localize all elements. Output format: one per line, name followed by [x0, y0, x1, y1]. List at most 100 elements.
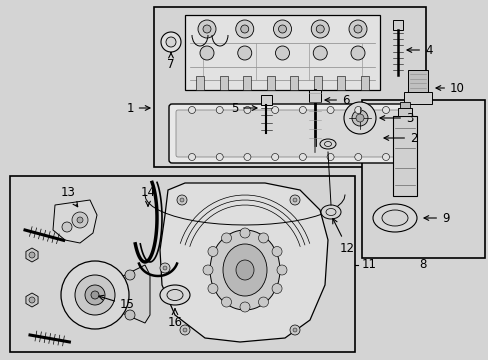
Circle shape — [271, 284, 282, 293]
Circle shape — [382, 153, 389, 161]
Circle shape — [91, 291, 99, 299]
Circle shape — [61, 261, 129, 329]
Bar — [397, 108, 411, 116]
Circle shape — [240, 302, 249, 312]
Circle shape — [292, 198, 296, 202]
Circle shape — [278, 25, 286, 33]
Circle shape — [163, 266, 167, 270]
Circle shape — [348, 20, 366, 38]
Circle shape — [203, 25, 210, 33]
Bar — [184, 15, 379, 90]
Circle shape — [273, 20, 291, 38]
Circle shape — [221, 297, 231, 307]
Text: 6: 6 — [325, 94, 349, 107]
Text: 7: 7 — [167, 53, 174, 72]
Circle shape — [72, 212, 88, 228]
Circle shape — [289, 325, 299, 335]
Circle shape — [29, 252, 35, 258]
Circle shape — [180, 198, 183, 202]
Ellipse shape — [167, 289, 183, 301]
Circle shape — [271, 107, 278, 113]
Circle shape — [188, 153, 195, 161]
Circle shape — [343, 102, 375, 134]
Circle shape — [354, 107, 361, 113]
Polygon shape — [26, 293, 38, 307]
Circle shape — [221, 233, 231, 243]
Text: 16: 16 — [167, 316, 182, 329]
Circle shape — [216, 153, 223, 161]
Circle shape — [125, 310, 135, 320]
Circle shape — [289, 195, 299, 205]
Circle shape — [326, 153, 333, 161]
Bar — [407, 70, 427, 92]
Ellipse shape — [236, 260, 253, 280]
Bar — [196, 76, 203, 90]
Circle shape — [183, 328, 186, 332]
Bar — [361, 100, 484, 258]
Bar — [219, 76, 227, 90]
Bar — [290, 76, 298, 90]
Circle shape — [316, 25, 324, 33]
Circle shape — [207, 247, 218, 256]
Circle shape — [235, 20, 253, 38]
Circle shape — [353, 25, 361, 33]
Bar — [403, 92, 431, 104]
Circle shape — [313, 46, 326, 60]
Circle shape — [200, 46, 214, 60]
Bar — [243, 76, 251, 90]
Circle shape — [165, 37, 176, 47]
Bar — [360, 76, 368, 90]
Text: 8: 8 — [418, 258, 426, 271]
Text: 4: 4 — [406, 44, 431, 57]
Circle shape — [271, 247, 282, 256]
Circle shape — [355, 114, 363, 122]
Circle shape — [311, 20, 328, 38]
Circle shape — [77, 217, 83, 223]
Bar — [399, 102, 409, 108]
Circle shape — [382, 107, 389, 113]
Text: 1: 1 — [126, 102, 150, 114]
Circle shape — [271, 153, 278, 161]
Circle shape — [177, 195, 186, 205]
Circle shape — [29, 297, 35, 303]
Circle shape — [160, 263, 170, 273]
Circle shape — [354, 153, 361, 161]
Circle shape — [292, 328, 296, 332]
Text: 3: 3 — [379, 112, 412, 125]
Circle shape — [198, 20, 216, 38]
Circle shape — [125, 270, 135, 280]
FancyBboxPatch shape — [176, 110, 401, 157]
Circle shape — [299, 107, 305, 113]
Bar — [261, 95, 271, 105]
Bar — [266, 76, 274, 90]
Text: 12: 12 — [332, 219, 354, 255]
Circle shape — [240, 228, 249, 238]
Circle shape — [276, 265, 286, 275]
Ellipse shape — [160, 285, 190, 305]
Ellipse shape — [223, 244, 266, 296]
Bar — [392, 20, 402, 30]
FancyBboxPatch shape — [169, 104, 408, 163]
Circle shape — [62, 222, 72, 232]
Ellipse shape — [319, 139, 335, 149]
Text: 2: 2 — [383, 131, 417, 144]
Circle shape — [258, 233, 268, 243]
Circle shape — [244, 153, 250, 161]
Polygon shape — [115, 265, 150, 323]
Circle shape — [216, 107, 223, 113]
Circle shape — [244, 107, 250, 113]
Bar — [154, 7, 425, 167]
Circle shape — [258, 297, 268, 307]
Text: 15: 15 — [99, 295, 135, 311]
Circle shape — [275, 46, 289, 60]
Circle shape — [161, 32, 181, 52]
Ellipse shape — [209, 230, 280, 310]
Ellipse shape — [324, 141, 331, 147]
Circle shape — [85, 285, 105, 305]
Text: 13: 13 — [61, 186, 78, 207]
Text: 11: 11 — [361, 258, 376, 271]
Polygon shape — [160, 183, 327, 342]
Text: 14: 14 — [140, 186, 155, 206]
Ellipse shape — [325, 208, 335, 216]
Text: 5: 5 — [230, 102, 257, 114]
